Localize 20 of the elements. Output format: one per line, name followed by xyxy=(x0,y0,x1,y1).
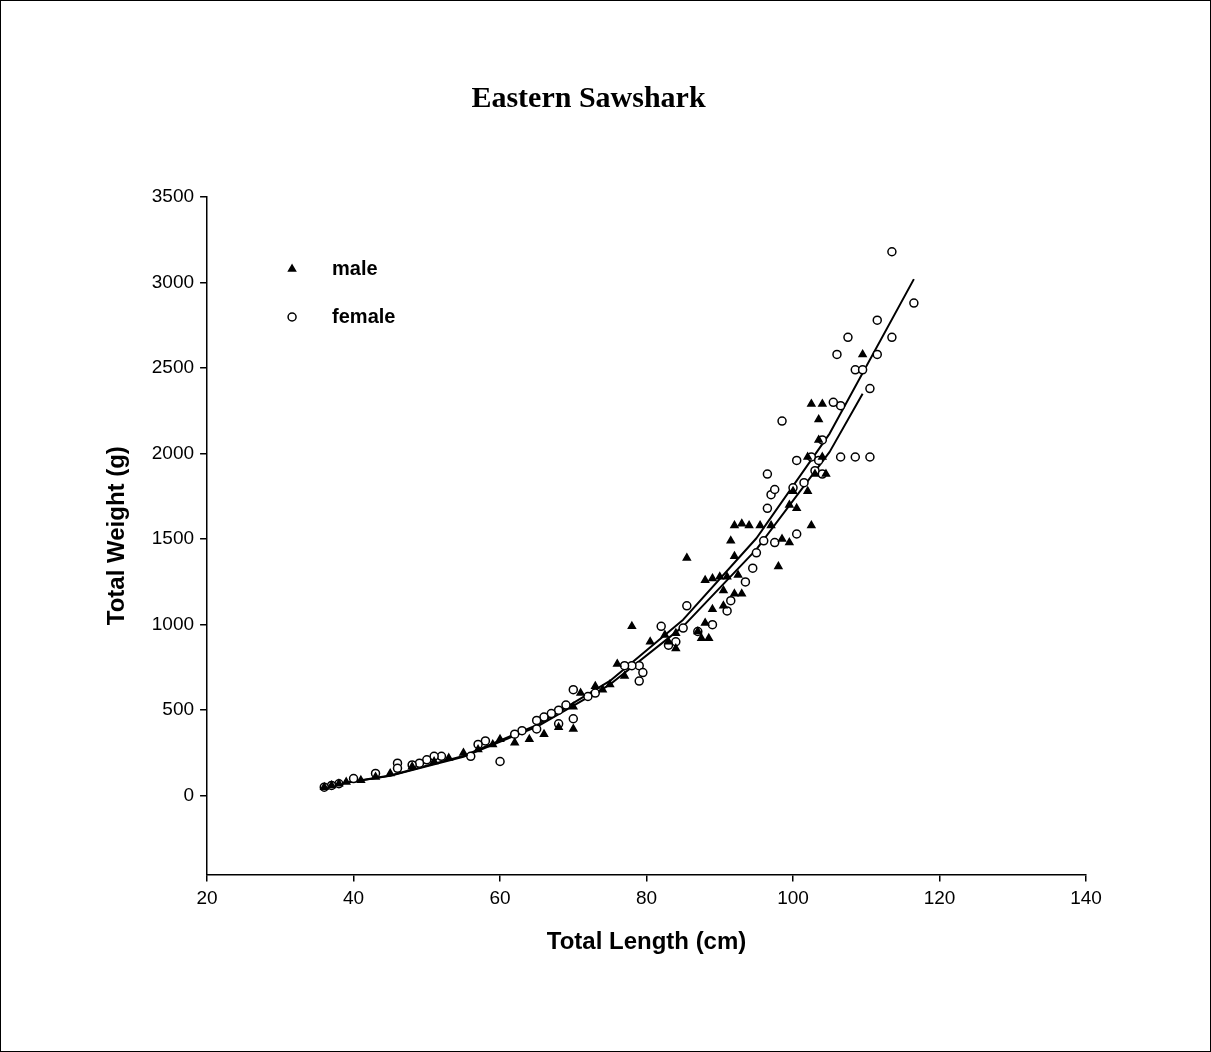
legend-label: female xyxy=(332,304,396,327)
legend-label: male xyxy=(332,256,378,279)
x-tick-label: 60 xyxy=(489,887,511,909)
y-tick-label: 3000 xyxy=(151,270,195,292)
x-tick-label: 140 xyxy=(1070,887,1102,909)
y-tick-label: 1500 xyxy=(151,527,195,549)
x-tick-label: 80 xyxy=(635,887,658,909)
chart-title: Eastern Sawshark xyxy=(471,79,706,113)
y-tick-label: 2000 xyxy=(151,441,195,463)
x-tick-label: 100 xyxy=(777,887,809,909)
x-tick-label: 20 xyxy=(196,887,218,909)
y-tick-label: 500 xyxy=(162,698,195,720)
y-axis-title: Total Weight (g) xyxy=(102,446,130,626)
y-tick-label: 3500 xyxy=(151,185,195,207)
x-axis-title: Total Length (cm) xyxy=(546,927,747,955)
x-tick-label: 120 xyxy=(923,887,956,909)
y-tick-label: 1000 xyxy=(151,612,195,634)
x-tick-label: 40 xyxy=(342,887,365,909)
y-tick-label: 0 xyxy=(183,783,195,805)
y-tick-label: 2500 xyxy=(151,356,195,378)
